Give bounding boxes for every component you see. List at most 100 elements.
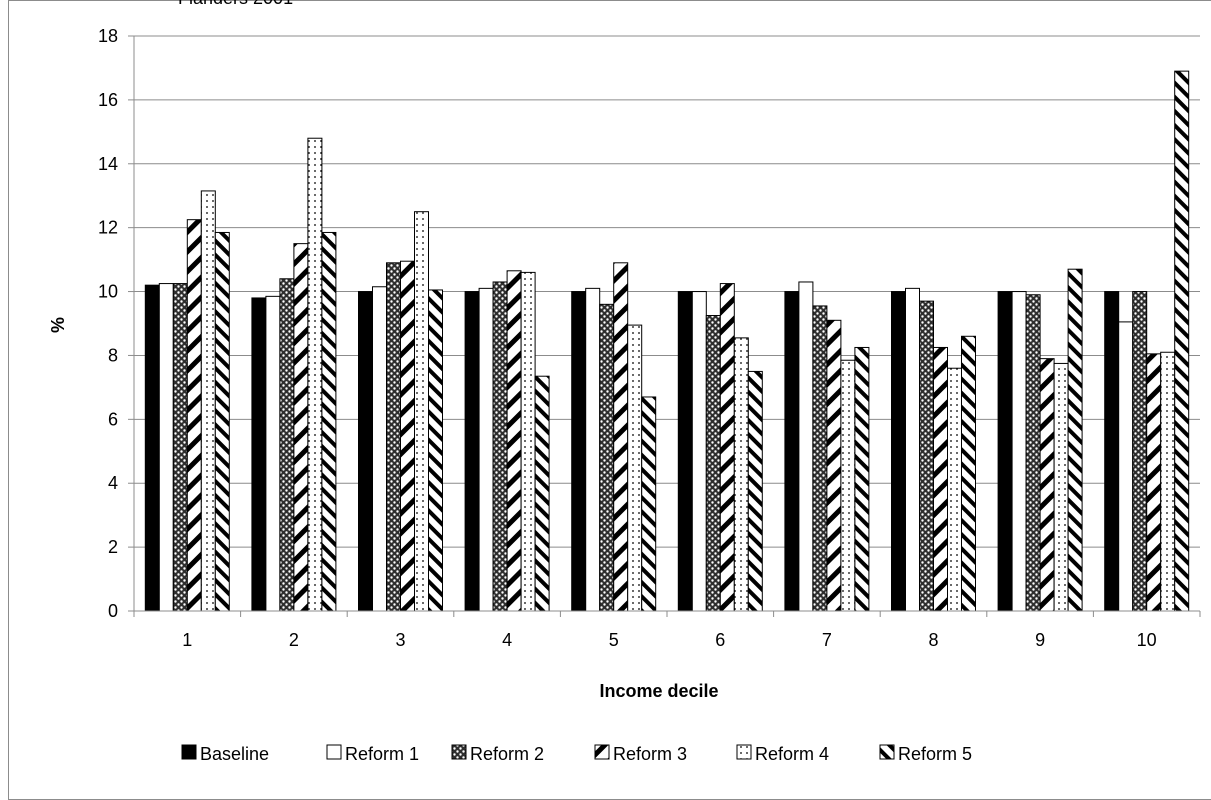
- x-tick-label: 7: [822, 630, 832, 650]
- y-tick-label: 18: [98, 26, 118, 46]
- bar-reform-5-decile-3: [428, 289, 443, 612]
- bar-baseline-decile-8: [891, 291, 906, 612]
- bar-reform-3-decile-9: [1039, 358, 1055, 612]
- bar-reform-3-decile-5: [613, 262, 629, 612]
- bar-reform-5-decile-6: [747, 370, 763, 612]
- bar-reform-2-decile-7: [812, 305, 828, 612]
- legend-swatch: [879, 744, 895, 760]
- bar-reform-3-decile-7: [826, 319, 842, 612]
- bar-reform-2-decile-3: [386, 262, 401, 612]
- x-tick-label: 2: [289, 630, 299, 650]
- legend-label: Reform 1: [345, 744, 419, 764]
- legend-swatch: [594, 744, 610, 760]
- bar-reform-4-decile-1: [200, 190, 216, 612]
- bar-reform-1-decile-1: [158, 283, 174, 612]
- bar-reform-4-decile-8: [947, 367, 962, 612]
- bar-reform-3-decile-3: [400, 260, 415, 612]
- bar-baseline-decile-4: [464, 291, 480, 612]
- bar-reform-2-decile-6: [705, 315, 721, 612]
- legend-swatch: [736, 744, 752, 760]
- legend-swatch: [451, 744, 467, 760]
- x-tick-label: 1: [182, 630, 192, 650]
- x-tick-label: 5: [609, 630, 619, 650]
- legend-label: Reform 4: [755, 744, 829, 764]
- y-axis-label: %: [48, 317, 68, 333]
- y-tick-label: 14: [98, 154, 118, 174]
- y-tick-label: 6: [108, 409, 118, 429]
- bar-reform-1-decile-3: [372, 286, 387, 612]
- x-tick-label: 4: [502, 630, 512, 650]
- bar-reform-5-decile-5: [641, 396, 657, 612]
- bar-reform-2-decile-5: [599, 303, 615, 612]
- y-tick-label: 0: [108, 601, 118, 621]
- bar-baseline-decile-9: [997, 291, 1013, 612]
- bar-reform-3-decile-1: [186, 219, 202, 612]
- bar-reform-4-decile-6: [733, 337, 749, 612]
- legend-swatch: [181, 744, 197, 760]
- bar-reform-2-decile-8: [919, 300, 934, 612]
- legend-label: Reform 2: [470, 744, 544, 764]
- bar-reform-3-decile-2: [293, 243, 309, 612]
- legend-swatch: [326, 744, 342, 760]
- bar-baseline-decile-7: [784, 291, 800, 612]
- bar-reform-3-decile-4: [506, 270, 522, 612]
- bar-baseline-decile-5: [571, 291, 587, 612]
- x-tick-label: 3: [395, 630, 405, 650]
- y-tick-label: 8: [108, 345, 118, 365]
- bar-reform-4-decile-4: [520, 271, 536, 612]
- bar-reform-1-decile-6: [691, 291, 707, 612]
- bar-reform-4-decile-2: [307, 137, 323, 612]
- bar-reform-5-decile-4: [534, 375, 550, 612]
- bar-reform-4-decile-5: [627, 324, 643, 612]
- x-tick-label: 10: [1137, 630, 1157, 650]
- bar-reform-4-decile-10: [1160, 351, 1176, 612]
- bar-reform-3-decile-6: [719, 283, 735, 612]
- bar-baseline-decile-10: [1104, 291, 1120, 612]
- y-axis: 0 2 4 6 8 10 12 14 16 18: [98, 26, 135, 621]
- bar-reform-4-decile-3: [414, 211, 429, 612]
- bar-reform-5-decile-10: [1174, 70, 1190, 612]
- chart-title: Flanders 2001: [178, 0, 293, 9]
- x-axis: 1 2 3 4 5 6 7 8 9 10: [133, 610, 1201, 650]
- bar-reform-1-decile-8: [905, 287, 920, 612]
- bar-baseline-decile-1: [144, 284, 160, 612]
- bars: [144, 70, 1190, 612]
- bar-baseline-decile-3: [358, 291, 373, 612]
- bar-reform-2-decile-9: [1025, 294, 1041, 612]
- y-tick-label: 16: [98, 90, 118, 110]
- bar-reform-5-decile-1: [214, 231, 230, 612]
- bar-reform-1-decile-4: [478, 287, 494, 612]
- bar-reform-3-decile-8: [933, 346, 948, 612]
- bar-baseline-decile-2: [251, 297, 267, 612]
- x-tick-label: 8: [928, 630, 938, 650]
- y-tick-label: 4: [108, 473, 118, 493]
- bar-reform-5-decile-7: [854, 346, 870, 612]
- y-tick-label: 2: [108, 537, 118, 557]
- bar-reform-1-decile-2: [265, 295, 281, 612]
- bar-reform-2-decile-10: [1132, 291, 1148, 612]
- bar-reform-5-decile-2: [321, 231, 337, 612]
- y-tick-label: 12: [98, 218, 118, 238]
- bar-reform-1-decile-7: [798, 281, 814, 612]
- legend-label: Reform 5: [898, 744, 972, 764]
- legend: Baseline Reform 1 Reform 2 Reform 3 Reform 4…: [181, 744, 972, 764]
- legend-label: Baseline: [200, 744, 269, 764]
- bar-reform-2-decile-2: [279, 278, 295, 612]
- bar-baseline-decile-6: [677, 291, 693, 612]
- x-axis-label: Income decile: [599, 681, 718, 701]
- bar-reform-4-decile-9: [1053, 362, 1069, 612]
- bar-reform-1-decile-5: [585, 287, 601, 612]
- bar-reform-1-decile-9: [1011, 291, 1027, 612]
- x-tick-label: 6: [715, 630, 725, 650]
- x-tick-label: 9: [1035, 630, 1045, 650]
- bar-reform-1-decile-10: [1118, 321, 1134, 612]
- bar-reform-2-decile-1: [172, 283, 188, 612]
- bar-reform-4-decile-7: [840, 359, 856, 612]
- bar-reform-2-decile-4: [492, 281, 508, 612]
- y-tick-label: 10: [98, 282, 118, 302]
- legend-label: Reform 3: [613, 744, 687, 764]
- bar-reform-3-decile-10: [1146, 353, 1162, 612]
- bar-reform-5-decile-8: [961, 335, 976, 612]
- bar-reform-5-decile-9: [1067, 268, 1083, 612]
